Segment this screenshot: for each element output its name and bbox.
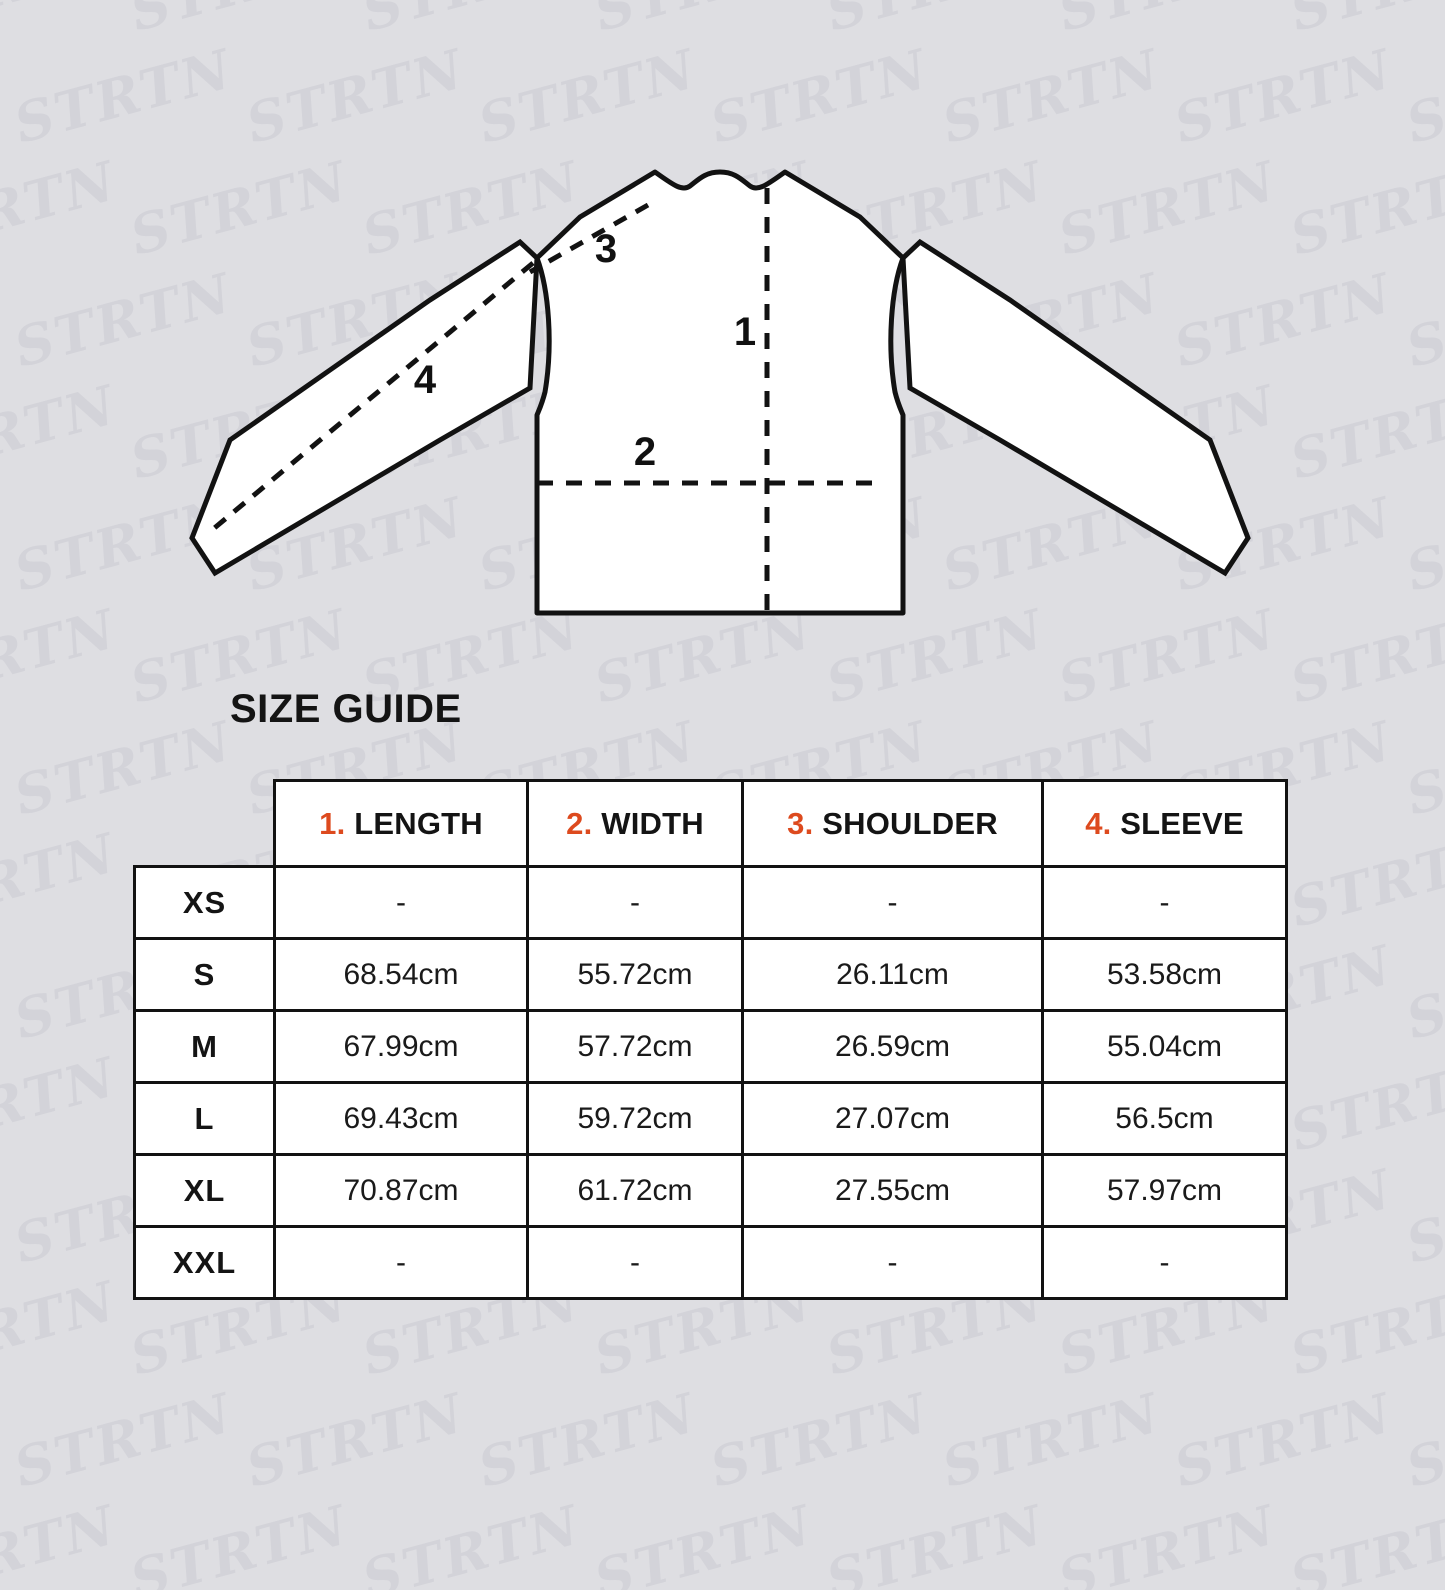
cell-s-length: 68.54cm: [273, 937, 529, 1012]
cell-xl-length: 70.87cm: [273, 1153, 529, 1228]
cell-l-shoulder: 27.07cm: [741, 1081, 1044, 1156]
watermark-text: STRTN: [1399, 1156, 1445, 1276]
watermark-text: STRTN: [355, 1492, 588, 1590]
cell-xs-sleeve: -: [1041, 865, 1288, 940]
column-header-length: 1. LENGTH: [273, 779, 529, 868]
watermark-text: STRTN: [1283, 1044, 1445, 1164]
shoulder-dashed-line: [528, 202, 650, 275]
figure-label-2: 2: [634, 430, 656, 474]
column-number-4: 4.: [1085, 805, 1112, 841]
cell-xxl-shoulder: -: [741, 1225, 1044, 1300]
column-number-1: 1.: [319, 805, 346, 841]
column-header-sleeve: 4. SLEEVE: [1041, 779, 1288, 868]
column-header-shoulder: 3. SHOULDER: [741, 779, 1044, 868]
cell-s-shoulder: 26.11cm: [741, 937, 1044, 1012]
watermark-text: STRTN: [1399, 708, 1445, 828]
figure-label-4: 4: [414, 358, 437, 402]
table-header-row: 1. LENGTH 2. WIDTH 3. SHOULDER 4. SLEEVE: [135, 779, 1288, 868]
size-table-container: 1. LENGTH 2. WIDTH 3. SHOULDER 4. SLEEVE: [133, 779, 1288, 1300]
size-guide-table: 1. LENGTH 2. WIDTH 3. SHOULDER 4. SLEEVE: [133, 779, 1288, 1300]
table-row: XS - - - -: [133, 865, 1288, 940]
size-label-xl: XL: [133, 1153, 276, 1228]
cell-xl-width: 61.72cm: [526, 1153, 744, 1228]
watermark-text: STRTN: [1399, 1380, 1445, 1500]
watermark-text: STRTN: [123, 1492, 356, 1590]
watermark-text: STRTN: [7, 1380, 240, 1500]
cell-xs-width: -: [526, 865, 744, 940]
cell-l-length: 69.43cm: [273, 1081, 529, 1156]
cell-xxl-length: -: [273, 1225, 529, 1300]
figure-label-1: 1: [734, 310, 756, 354]
table-row: XL 70.87cm 61.72cm 27.55cm 57.97cm: [133, 1153, 1288, 1228]
watermark-text: STRTN: [0, 1380, 8, 1500]
watermark-text: STRTN: [1167, 1380, 1400, 1500]
watermark-text: STRTN: [935, 1380, 1168, 1500]
table-header: 1. LENGTH 2. WIDTH 3. SHOULDER 4. SLEEVE: [135, 779, 1288, 868]
watermark-text: STRTN: [0, 932, 8, 1052]
watermark-text: STRTN: [1399, 932, 1445, 1052]
watermark-text: STRTN: [703, 1380, 936, 1500]
watermark-text: STRTN: [1283, 820, 1445, 940]
watermark-text: STRTN: [0, 1044, 124, 1164]
watermark-text: STRTN: [471, 1380, 704, 1500]
table-row: S 68.54cm 55.72cm 26.11cm 53.58cm: [133, 937, 1288, 1012]
watermark-text: STRTN: [0, 1156, 8, 1276]
cell-l-sleeve: 56.5cm: [1041, 1081, 1288, 1156]
cell-xs-length: -: [273, 865, 529, 940]
table-row: L 69.43cm 59.72cm 27.07cm 56.5cm: [133, 1081, 1288, 1156]
size-label-xxl: XXL: [133, 1225, 276, 1300]
column-label-sleeve: SLEEVE: [1120, 805, 1244, 841]
cell-s-sleeve: 53.58cm: [1041, 937, 1288, 1012]
watermark-text: STRTN: [819, 1492, 1052, 1590]
left-sleeve-shape: [189, 238, 540, 577]
watermark-text: STRTN: [1051, 1492, 1284, 1590]
column-label-width: WIDTH: [601, 805, 704, 841]
column-label-length: LENGTH: [354, 805, 483, 841]
cell-m-shoulder: 26.59cm: [741, 1009, 1044, 1084]
watermark-text: STRTN: [1283, 1492, 1445, 1590]
cell-xxl-width: -: [526, 1225, 744, 1300]
size-label-s: S: [133, 937, 276, 1012]
column-header-width: 2. WIDTH: [526, 779, 744, 868]
column-label-shoulder: SHOULDER: [822, 805, 998, 841]
cell-m-width: 57.72cm: [526, 1009, 744, 1084]
watermark-text: STRTN: [0, 1492, 124, 1590]
page-title: SIZE GUIDE: [230, 687, 462, 731]
column-number-2: 2.: [566, 805, 593, 841]
cell-xl-sleeve: 57.97cm: [1041, 1153, 1288, 1228]
watermark-text: STRTN: [0, 820, 124, 940]
table-corner-blank: [135, 781, 275, 867]
watermark-text: STRTN: [0, 708, 8, 828]
garment-illustration: 1 2 3 4: [189, 169, 1251, 616]
table-row: M 67.99cm 57.72cm 26.59cm 55.04cm: [133, 1009, 1288, 1084]
cell-xs-shoulder: -: [741, 865, 1044, 940]
cell-m-sleeve: 55.04cm: [1041, 1009, 1288, 1084]
cell-xl-shoulder: 27.55cm: [741, 1153, 1044, 1228]
watermark-text: STRTN: [1283, 1268, 1445, 1388]
sleeve-dashed-line: [210, 261, 535, 532]
table-body: XS - - - - S 68.54cm 55.72cm 26.11cm 53.…: [133, 865, 1288, 1300]
body-shape: [534, 169, 906, 616]
watermark-text: STRTN: [239, 1380, 472, 1500]
column-number-3: 3.: [787, 805, 814, 841]
watermark-text: STRTN: [0, 1268, 124, 1388]
size-label-xs: XS: [133, 865, 276, 940]
figure-label-3: 3: [595, 227, 617, 271]
watermark-text: STRTN: [587, 1492, 820, 1590]
cell-s-width: 55.72cm: [526, 937, 744, 1012]
cell-l-width: 59.72cm: [526, 1081, 744, 1156]
size-label-l: L: [133, 1081, 276, 1156]
cell-xxl-sleeve: -: [1041, 1225, 1288, 1300]
table-row: XXL - - - -: [133, 1225, 1288, 1300]
size-label-m: M: [133, 1009, 276, 1084]
cell-m-length: 67.99cm: [273, 1009, 529, 1084]
right-sleeve-shape: [900, 238, 1251, 577]
